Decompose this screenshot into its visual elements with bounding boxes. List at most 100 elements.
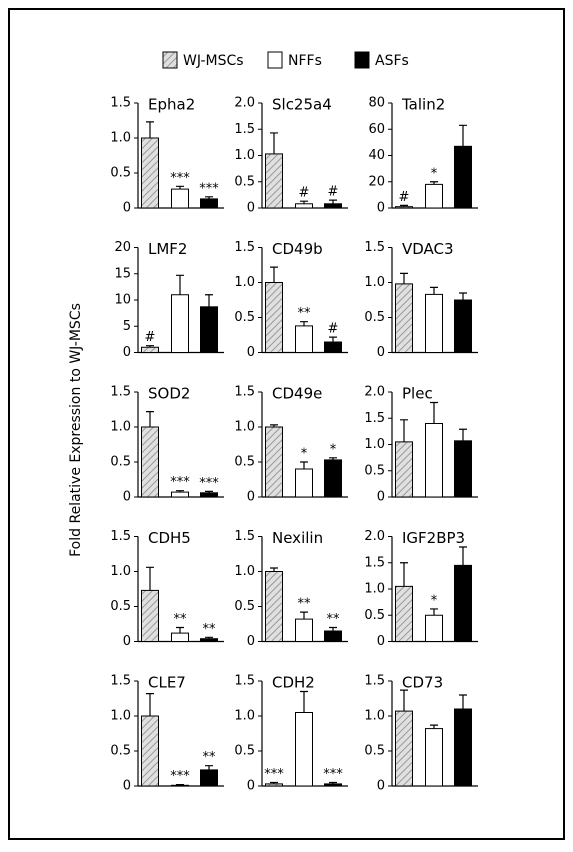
error-bar xyxy=(270,781,278,784)
legend-label: NFFs xyxy=(288,53,322,69)
bar xyxy=(324,783,342,787)
bar xyxy=(141,346,159,353)
bar xyxy=(454,299,472,353)
significance-label: *** xyxy=(170,171,190,186)
significance-label: # xyxy=(328,322,339,337)
error-bar xyxy=(430,286,438,295)
y-tick-label: 0.5 xyxy=(110,455,131,470)
significance-label: *** xyxy=(170,769,190,784)
legend-swatch xyxy=(354,51,370,69)
error-bar xyxy=(329,199,337,204)
panel-title: LMF2 xyxy=(148,240,187,258)
bar xyxy=(200,492,218,498)
bar xyxy=(295,618,313,642)
bar xyxy=(265,426,283,498)
bar xyxy=(265,282,283,353)
y-tick-label: 0 xyxy=(377,490,385,505)
significance-label: # xyxy=(399,190,410,205)
y-tick-label: 1.5 xyxy=(110,674,131,689)
bar xyxy=(200,306,218,354)
y-axis-label: Fold Relative Expression to WJ-MSCs xyxy=(68,303,84,557)
significance-label: *** xyxy=(264,767,284,782)
y-tick-label: 1.0 xyxy=(234,148,255,163)
y-tick-label: 1.5 xyxy=(234,240,255,255)
y-tick-label: 0 xyxy=(377,634,385,649)
significance-label: ** xyxy=(298,597,312,612)
y-tick-label: 1.0 xyxy=(364,582,385,597)
bar xyxy=(454,564,472,642)
error-bar xyxy=(300,611,308,620)
bar xyxy=(395,441,413,498)
bar xyxy=(295,203,313,209)
y-tick-label: 0 xyxy=(247,779,255,794)
bar xyxy=(141,589,159,643)
significance-label: *** xyxy=(199,181,219,196)
significance-label: # xyxy=(145,330,156,345)
bar xyxy=(265,571,283,642)
bar xyxy=(200,769,218,787)
error-bar xyxy=(146,566,154,591)
y-tick-label: 1.0 xyxy=(110,420,131,435)
bar xyxy=(324,203,342,209)
error-bar xyxy=(300,321,308,326)
bar xyxy=(395,585,413,642)
error-bar xyxy=(459,124,467,147)
error-bar xyxy=(329,626,337,631)
bar xyxy=(171,784,189,787)
significance-label: ** xyxy=(298,306,312,321)
panel-title: CD49e xyxy=(272,385,322,403)
y-tick-label: 1.0 xyxy=(234,709,255,724)
bar xyxy=(395,710,413,787)
error-bar xyxy=(400,272,408,284)
bar xyxy=(295,468,313,498)
y-tick-label: 1.5 xyxy=(234,529,255,544)
y-tick-label: 0 xyxy=(247,634,255,649)
bar xyxy=(425,614,443,642)
y-tick-label: 40 xyxy=(368,148,385,163)
legend-swatch xyxy=(162,51,178,69)
panel-title: CD73 xyxy=(402,674,443,692)
bar xyxy=(324,341,342,353)
y-tick-label: 0 xyxy=(123,490,131,505)
panel-title: IGF2BP3 xyxy=(402,529,465,547)
significance-label: ** xyxy=(174,612,188,627)
significance-label: * xyxy=(431,166,438,181)
significance-label: * xyxy=(431,593,438,608)
panel-title: Nexilin xyxy=(272,529,323,547)
significance-label: * xyxy=(301,447,308,462)
bar xyxy=(171,491,189,498)
bar xyxy=(454,440,472,498)
y-tick-label: 2.0 xyxy=(364,529,385,544)
bar xyxy=(425,728,443,787)
bar xyxy=(454,145,472,209)
y-tick-label: 0.5 xyxy=(110,166,131,181)
bar xyxy=(200,638,218,643)
error-bar xyxy=(400,204,408,207)
y-tick-label: 1.0 xyxy=(110,709,131,724)
y-tick-label: 1.0 xyxy=(364,709,385,724)
y-tick-label: 1.5 xyxy=(110,96,131,111)
bar xyxy=(295,325,313,353)
panel-title: Slc25a4 xyxy=(272,96,332,114)
error-bar xyxy=(300,461,308,469)
y-tick-label: 10 xyxy=(114,293,131,308)
y-tick-label: 1.5 xyxy=(364,555,385,570)
error-bar xyxy=(146,345,154,348)
significance-label: # xyxy=(328,185,339,200)
panel-title: CDH2 xyxy=(272,674,315,692)
panel-title: Plec xyxy=(402,385,433,403)
y-tick-label: 1.5 xyxy=(234,674,255,689)
y-tick-label: 0.5 xyxy=(364,744,385,759)
y-tick-label: 80 xyxy=(368,96,385,111)
y-tick-label: 0 xyxy=(247,345,255,360)
error-bar xyxy=(430,181,438,185)
bar xyxy=(200,198,218,209)
y-tick-label: 1.0 xyxy=(364,437,385,452)
error-bar xyxy=(270,132,278,154)
bar xyxy=(141,426,159,498)
panel-title: SOD2 xyxy=(148,385,190,403)
y-tick-label: 0.5 xyxy=(364,310,385,325)
error-bar xyxy=(205,490,213,493)
panel-title: Talin2 xyxy=(401,96,445,114)
